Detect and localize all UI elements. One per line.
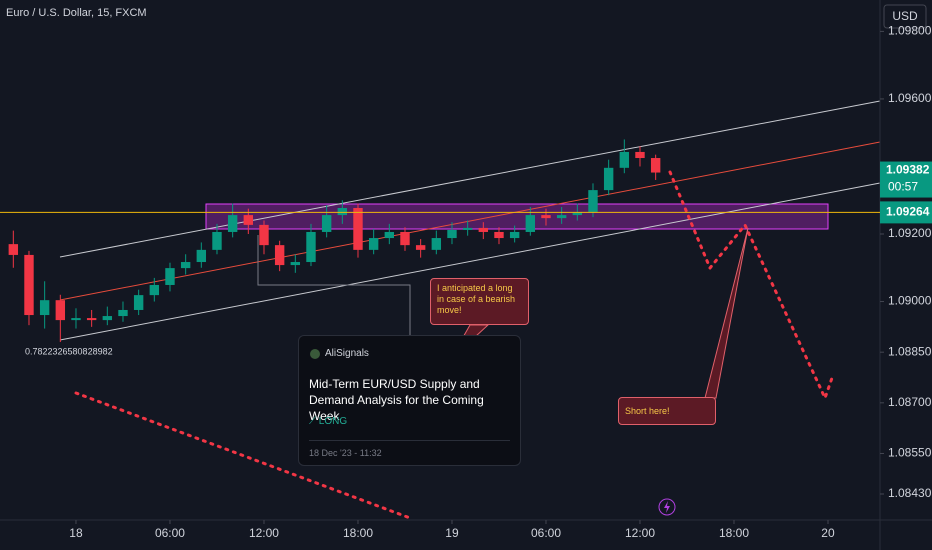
candle-body xyxy=(462,227,473,230)
symbol-title: Euro / U.S. Dollar, 15, FXCM xyxy=(6,7,147,19)
candle-body xyxy=(509,231,520,239)
candle-body xyxy=(494,231,504,239)
channel-upper xyxy=(59,100,881,258)
candle-body xyxy=(525,215,536,232)
candle-body xyxy=(243,215,254,225)
y-tick-label: 1.08850 xyxy=(888,344,932,358)
price-badge-text: 1.09264 xyxy=(886,205,930,219)
direction-text: LONG xyxy=(318,416,348,427)
x-tick-label: 18:00 xyxy=(343,526,373,540)
candle-body xyxy=(321,215,332,232)
candle-body xyxy=(447,229,457,239)
candle-body xyxy=(8,244,19,255)
candle-body xyxy=(368,238,379,250)
candle-body xyxy=(619,151,630,168)
countdown: 00:57 xyxy=(888,180,918,194)
bolt xyxy=(664,501,670,513)
idea-date: 18 Dec '23 - 11:32 xyxy=(309,448,382,458)
candle-body xyxy=(259,224,269,246)
x-tick-label: 18 xyxy=(69,526,83,540)
candle-body xyxy=(274,245,285,266)
x-tick-label: 12:00 xyxy=(625,526,655,540)
candle-body xyxy=(400,231,410,246)
y-tick-label: 1.08550 xyxy=(888,446,932,460)
candle-body xyxy=(603,167,614,191)
candle-body xyxy=(71,318,81,321)
price-badge xyxy=(880,161,932,198)
candle-body xyxy=(478,227,489,232)
direction: ⟋ LONG xyxy=(309,416,348,427)
y-tick-label: 1.09200 xyxy=(888,226,932,240)
currency: USD xyxy=(892,9,918,23)
callout-tail xyxy=(704,227,749,399)
candle-body xyxy=(384,231,395,239)
currency-box[interactable] xyxy=(883,4,927,29)
candle-body xyxy=(290,262,301,266)
x-tick-label: 12:00 xyxy=(249,526,279,540)
candle-body xyxy=(650,158,661,173)
candle-body xyxy=(212,231,222,250)
candle-body xyxy=(196,249,207,263)
candle-body xyxy=(306,231,316,263)
y-tick-label: 1.09000 xyxy=(888,294,932,308)
candle-body xyxy=(588,190,598,213)
author: AliSignals xyxy=(325,348,369,359)
x-tick-label: 06:00 xyxy=(531,526,561,540)
candle-body xyxy=(133,295,144,310)
candle-body xyxy=(337,208,348,216)
idea-title: Mid-Term EUR/USD Supply and Demand Analy… xyxy=(309,377,484,423)
candle-body xyxy=(635,151,645,159)
supply-zone xyxy=(205,203,829,230)
low-label: 0.7822326580828982 xyxy=(25,346,113,356)
candle-body xyxy=(541,215,551,219)
candle-body xyxy=(556,215,567,219)
candle-body xyxy=(180,262,191,269)
candle-body xyxy=(24,254,34,316)
x-tick-label: 19 xyxy=(445,526,459,540)
channel-mid xyxy=(59,141,881,301)
candle-body xyxy=(86,318,97,321)
long-note: I anticipated a long in case of a bearis… xyxy=(430,278,529,325)
candle-body xyxy=(572,212,583,216)
y-tick-label: 1.09600 xyxy=(888,91,932,105)
candle-body xyxy=(353,208,363,250)
connector xyxy=(257,235,411,335)
candle-body xyxy=(165,268,175,285)
channel-lower xyxy=(59,182,881,341)
candle-body xyxy=(431,238,442,250)
projection-line xyxy=(74,391,412,520)
candle-body xyxy=(102,316,113,321)
price-badge xyxy=(880,201,932,224)
x-tick-label: 18:00 xyxy=(719,526,749,540)
bolt-icon[interactable] xyxy=(658,498,676,516)
candle-body xyxy=(227,215,238,232)
candle-body xyxy=(39,300,50,316)
candle-body xyxy=(149,284,160,296)
author-row: AliSignals xyxy=(310,348,369,359)
candle-body xyxy=(118,309,128,317)
price-badge-text: 1.09382 xyxy=(886,163,930,177)
y-tick-label: 1.09800 xyxy=(888,24,932,38)
x-tick-label: 06:00 xyxy=(155,526,185,540)
y-tick-label: 1.08700 xyxy=(888,395,932,409)
idea-card[interactable]: AliSignals Mid-Term EUR/USD Supply and D… xyxy=(298,335,521,466)
avatar xyxy=(310,348,320,359)
candle-body xyxy=(415,245,426,250)
y-tick-label: 1.08430 xyxy=(888,486,932,500)
x-tick-label: 20 xyxy=(821,526,835,540)
short-note: Short here! xyxy=(618,397,716,425)
drawings xyxy=(8,100,881,520)
separator xyxy=(309,440,510,441)
candle-body xyxy=(55,300,66,321)
projection-path xyxy=(668,170,834,402)
